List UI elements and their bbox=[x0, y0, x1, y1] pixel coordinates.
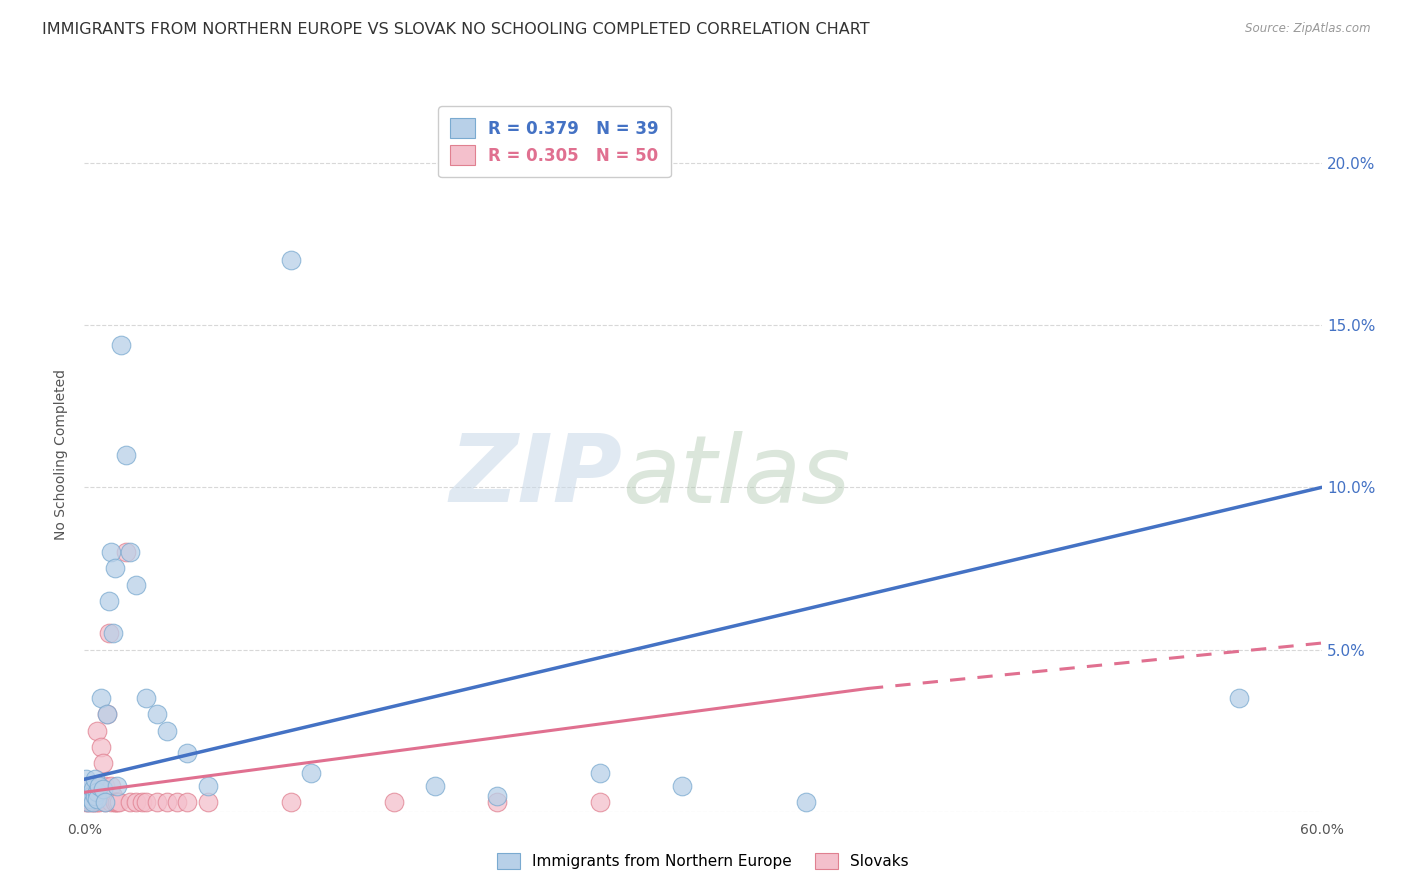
Point bbox=[96, 707, 118, 722]
Point bbox=[79, 789, 101, 803]
Point bbox=[1227, 691, 1250, 706]
Point bbox=[103, 789, 125, 803]
Point bbox=[299, 765, 322, 780]
Point bbox=[77, 795, 100, 809]
Point bbox=[83, 795, 105, 809]
Point bbox=[176, 747, 198, 761]
Point bbox=[280, 795, 302, 809]
Point bbox=[77, 779, 100, 793]
Point bbox=[77, 795, 100, 809]
Point bbox=[87, 779, 110, 793]
Point bbox=[82, 795, 104, 809]
Point bbox=[98, 626, 121, 640]
Point bbox=[156, 795, 179, 809]
Point bbox=[105, 779, 128, 793]
Point bbox=[145, 795, 167, 809]
Point bbox=[75, 782, 97, 797]
Point bbox=[114, 448, 136, 462]
Point bbox=[110, 337, 132, 351]
Point bbox=[86, 723, 108, 738]
Point bbox=[94, 779, 117, 793]
Point bbox=[423, 779, 446, 793]
Point bbox=[82, 782, 104, 797]
Point bbox=[197, 795, 219, 809]
Point bbox=[104, 795, 127, 809]
Point bbox=[96, 707, 118, 722]
Point bbox=[125, 577, 148, 591]
Point bbox=[91, 756, 114, 770]
Point bbox=[90, 691, 112, 706]
Point bbox=[83, 782, 105, 797]
Point bbox=[75, 772, 97, 787]
Point bbox=[91, 782, 114, 797]
Point bbox=[485, 789, 508, 803]
Point bbox=[156, 723, 179, 738]
Point bbox=[75, 789, 97, 803]
Legend: Immigrants from Northern Europe, Slovaks: Immigrants from Northern Europe, Slovaks bbox=[491, 847, 915, 875]
Point bbox=[280, 253, 302, 268]
Point bbox=[589, 765, 612, 780]
Point bbox=[100, 779, 122, 793]
Point bbox=[100, 795, 122, 809]
Point bbox=[176, 795, 198, 809]
Y-axis label: No Schooling Completed: No Schooling Completed bbox=[55, 369, 69, 541]
Point bbox=[104, 561, 127, 575]
Point bbox=[118, 545, 141, 559]
Point bbox=[83, 772, 105, 787]
Point bbox=[79, 785, 101, 799]
Point bbox=[166, 795, 188, 809]
Point bbox=[382, 795, 405, 809]
Point bbox=[145, 707, 167, 722]
Point bbox=[589, 795, 612, 809]
Point bbox=[671, 779, 693, 793]
Point bbox=[118, 795, 141, 809]
Point bbox=[77, 789, 100, 803]
Point bbox=[197, 779, 219, 793]
Point bbox=[90, 739, 112, 754]
Point bbox=[87, 795, 110, 809]
Point bbox=[83, 789, 105, 803]
Point bbox=[86, 785, 108, 799]
Point bbox=[131, 795, 153, 809]
Point bbox=[114, 545, 136, 559]
Point bbox=[86, 791, 108, 805]
Point bbox=[108, 795, 131, 809]
Point bbox=[105, 795, 128, 809]
Point bbox=[100, 545, 122, 559]
Point bbox=[87, 779, 110, 793]
Point bbox=[75, 789, 97, 803]
Point bbox=[94, 795, 117, 809]
Text: IMMIGRANTS FROM NORTHERN EUROPE VS SLOVAK NO SCHOOLING COMPLETED CORRELATION CHA: IMMIGRANTS FROM NORTHERN EUROPE VS SLOVA… bbox=[42, 22, 870, 37]
Point bbox=[485, 795, 508, 809]
Point bbox=[82, 795, 104, 809]
Point bbox=[79, 795, 101, 809]
Text: atlas: atlas bbox=[623, 431, 851, 522]
Point bbox=[794, 795, 817, 809]
Point bbox=[77, 791, 100, 805]
Point bbox=[75, 795, 97, 809]
Point bbox=[79, 791, 101, 805]
Point bbox=[79, 779, 101, 793]
Point bbox=[87, 791, 110, 805]
Point bbox=[94, 795, 117, 809]
Text: ZIP: ZIP bbox=[450, 430, 623, 523]
Point bbox=[104, 795, 127, 809]
Point bbox=[135, 795, 157, 809]
Point bbox=[103, 626, 125, 640]
Point bbox=[125, 795, 148, 809]
Point bbox=[135, 691, 157, 706]
Point bbox=[82, 791, 104, 805]
Text: Source: ZipAtlas.com: Source: ZipAtlas.com bbox=[1246, 22, 1371, 36]
Point bbox=[86, 795, 108, 809]
Point bbox=[90, 785, 112, 799]
Point bbox=[83, 789, 105, 803]
Point bbox=[91, 791, 114, 805]
Point bbox=[82, 785, 104, 799]
Point bbox=[86, 789, 108, 803]
Point bbox=[98, 594, 121, 608]
